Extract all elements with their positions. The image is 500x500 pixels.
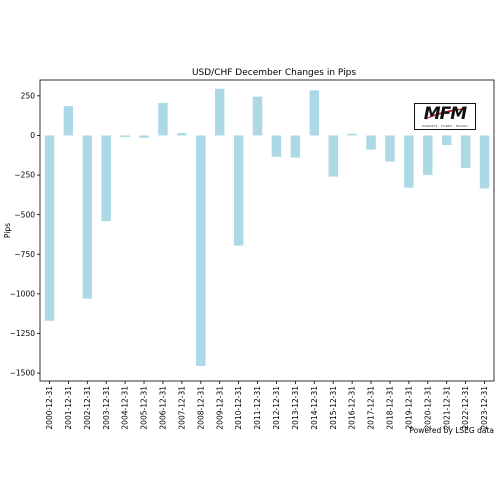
bar-2019-12-31 xyxy=(404,135,414,188)
y-axis-title: Pips xyxy=(3,223,12,238)
x-tick-label: 2009-12-31 xyxy=(215,386,224,430)
x-tick-label: 2003-12-31 xyxy=(102,386,111,430)
x-tick-label: 2002-12-31 xyxy=(83,386,92,430)
x-tick-label: 2007-12-31 xyxy=(177,386,186,430)
bar-2010-12-31 xyxy=(233,135,244,246)
logo-letters: MFM xyxy=(423,104,467,124)
x-tick-label: 2018-12-31 xyxy=(386,386,395,430)
bar-2007-12-31 xyxy=(177,133,187,136)
x-tick-label: 2001-12-31 xyxy=(64,386,73,430)
y-tick-label: −1500 xyxy=(10,369,36,378)
bar-2022-12-31 xyxy=(460,135,471,168)
x-tick-label: 2019-12-31 xyxy=(404,386,413,430)
bar-2017-12-31 xyxy=(366,135,376,150)
bar-2020-12-31 xyxy=(423,135,433,176)
chart-title: USD/CHF December Changes in Pips xyxy=(192,68,356,78)
bar-2005-12-31 xyxy=(139,135,149,138)
x-tick-label: 2004-12-31 xyxy=(121,386,130,430)
bar-2012-12-31 xyxy=(271,135,282,157)
x-axis: 2000-12-31 2001-12-31 2002-12-31 2003-12-31… xyxy=(45,381,489,430)
x-tick-label: 2006-12-31 xyxy=(159,386,168,430)
y-tick-label: −1250 xyxy=(10,329,36,338)
bar-2000-12-31 xyxy=(44,135,55,321)
y-axis: 250 0 −250 −500 −750 −1000 −1250 −1500 xyxy=(10,91,40,378)
x-tick-label: 2014-12-31 xyxy=(310,386,319,430)
credit-text: Powered by LSEG data xyxy=(409,426,494,435)
y-tick-label: −500 xyxy=(14,210,35,219)
y-tick-label: 0 xyxy=(30,131,35,140)
bar-2018-12-31 xyxy=(385,135,395,162)
bar-2002-12-31 xyxy=(82,135,93,299)
bar-2008-12-31 xyxy=(196,135,206,366)
bar-2014-12-31 xyxy=(309,90,320,136)
bars xyxy=(44,88,490,366)
bar-2001-12-31 xyxy=(63,106,74,136)
x-tick-label: 2020-12-31 xyxy=(423,386,432,430)
x-tick-label: 2017-12-31 xyxy=(367,386,376,430)
bar-2003-12-31 xyxy=(101,135,111,221)
x-tick-label: 2008-12-31 xyxy=(196,386,205,430)
mfm-logo: MFM MARKETS · FOREX · MACRO xyxy=(414,103,476,130)
x-tick-label: 2010-12-31 xyxy=(234,386,243,430)
bar-2015-12-31 xyxy=(328,135,338,177)
y-tick-label: −250 xyxy=(14,171,35,180)
x-tick-label: 2000-12-31 xyxy=(45,386,54,430)
logo-tagline: MARKETS · FOREX · MACRO xyxy=(422,124,468,128)
x-tick-label: 2012-12-31 xyxy=(272,386,281,430)
bar-2011-12-31 xyxy=(252,96,263,136)
y-tick-label: −1000 xyxy=(10,289,36,298)
x-tick-label: 2005-12-31 xyxy=(140,386,149,430)
y-tick-label: −750 xyxy=(14,250,35,259)
bar-2013-12-31 xyxy=(290,135,301,158)
x-tick-label: 2022-12-31 xyxy=(461,386,470,430)
bar-2021-12-31 xyxy=(441,135,452,145)
x-tick-label: 2011-12-31 xyxy=(253,386,262,430)
bar-2004-12-31 xyxy=(120,135,130,138)
bar-2016-12-31 xyxy=(347,133,357,136)
bar-2009-12-31 xyxy=(214,88,225,136)
x-tick-label: 2015-12-31 xyxy=(329,386,338,430)
x-tick-label: 2013-12-31 xyxy=(291,386,300,430)
bar-2023-12-31 xyxy=(479,135,490,189)
x-tick-label: 2023-12-31 xyxy=(480,386,489,430)
y-tick-label: 250 xyxy=(21,91,36,100)
x-tick-label: 2016-12-31 xyxy=(348,386,357,430)
bar-2006-12-31 xyxy=(158,102,168,136)
plot-frame xyxy=(39,79,495,382)
x-tick-label: 2021-12-31 xyxy=(442,386,451,430)
